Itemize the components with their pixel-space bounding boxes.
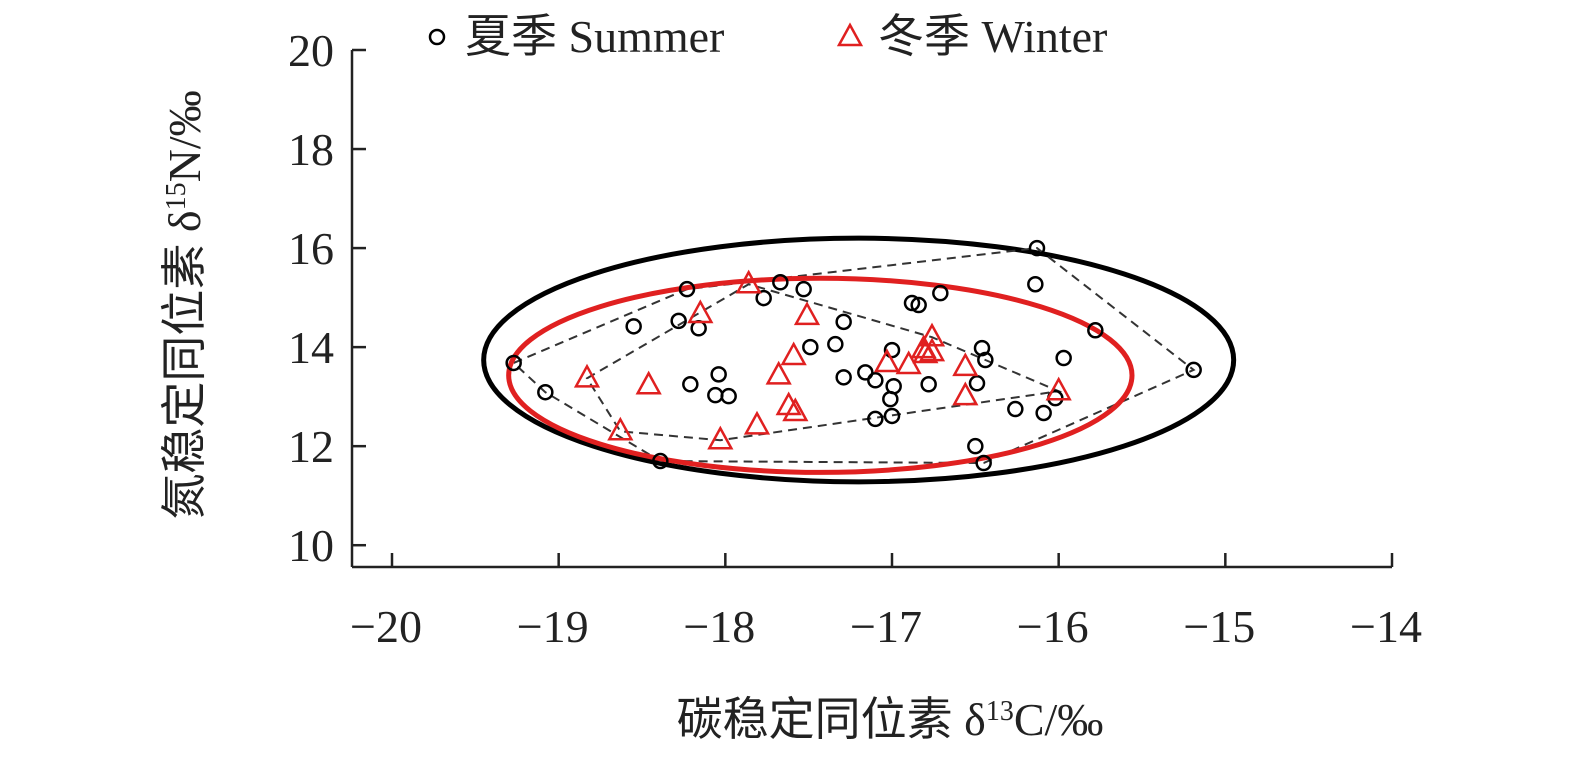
y-tick-label: 16 xyxy=(288,223,334,274)
y-tick-label: 14 xyxy=(288,322,334,373)
x-tick-label: −14 xyxy=(1350,601,1422,652)
point xyxy=(952,381,979,406)
point xyxy=(687,299,714,324)
point xyxy=(910,296,927,314)
ellipse xyxy=(481,235,1237,485)
label-part: 氮稳定同位素 δ xyxy=(159,210,210,519)
x-tick-label: −18 xyxy=(683,601,755,652)
point xyxy=(1035,404,1052,422)
point xyxy=(707,386,724,404)
point xyxy=(720,387,737,405)
point xyxy=(505,354,522,372)
y-tick-label: 12 xyxy=(288,421,334,472)
point xyxy=(795,280,812,298)
point xyxy=(920,376,937,393)
x-tick-label: −17 xyxy=(850,601,922,652)
label-part: C/‰ xyxy=(1014,694,1103,745)
point xyxy=(707,425,734,450)
point xyxy=(772,274,789,291)
point xyxy=(967,437,984,455)
point xyxy=(977,351,994,369)
hull xyxy=(585,283,1063,442)
legend-marker xyxy=(836,22,864,47)
point xyxy=(537,383,554,401)
legend-marker xyxy=(428,28,446,46)
point xyxy=(682,376,699,393)
point xyxy=(690,320,707,337)
superscript: 13 xyxy=(986,696,1014,727)
point xyxy=(912,339,939,364)
point xyxy=(932,284,949,302)
point xyxy=(710,366,727,383)
point xyxy=(883,407,901,425)
legend-label: 夏季 Summer xyxy=(465,11,724,62)
point xyxy=(918,337,946,362)
point xyxy=(1028,239,1046,257)
point xyxy=(867,410,884,428)
point xyxy=(652,452,669,470)
point xyxy=(670,312,687,330)
point xyxy=(765,360,792,385)
point xyxy=(827,335,844,353)
point xyxy=(857,364,874,381)
point xyxy=(802,338,819,356)
x-tick-label: −15 xyxy=(1183,601,1255,652)
point xyxy=(1045,376,1072,401)
point xyxy=(635,370,662,395)
point xyxy=(952,352,979,377)
superscript: 15 xyxy=(161,182,192,210)
point xyxy=(1055,349,1072,367)
point xyxy=(735,269,762,294)
point xyxy=(1007,400,1024,418)
point xyxy=(1185,361,1202,379)
point xyxy=(882,390,899,408)
point xyxy=(903,294,921,312)
x-tick-label: −20 xyxy=(350,601,422,652)
point xyxy=(793,301,821,326)
point xyxy=(678,280,696,298)
x-tick-label: −19 xyxy=(517,601,589,652)
point xyxy=(873,348,901,373)
legend-label: 冬季 Winter xyxy=(878,11,1107,62)
point xyxy=(835,369,852,386)
x-tick-label: −16 xyxy=(1017,601,1089,652)
point xyxy=(1087,322,1104,339)
point xyxy=(883,341,901,359)
point xyxy=(968,375,986,392)
x-axis-title: 碳稳定同位素 δ13C/‰ xyxy=(677,694,1104,745)
label-part: N/‰ xyxy=(159,90,210,182)
y-tick-label: 18 xyxy=(288,124,334,175)
y-tick-label: 10 xyxy=(288,520,334,571)
point xyxy=(1027,275,1044,293)
ellipse xyxy=(506,275,1135,475)
point xyxy=(782,397,809,422)
point xyxy=(918,322,946,347)
point xyxy=(867,372,884,389)
point xyxy=(835,313,852,331)
y-tick-label: 20 xyxy=(288,25,334,76)
point xyxy=(975,454,992,472)
point xyxy=(607,416,634,441)
point xyxy=(780,341,807,366)
label-part: 碳稳定同位素 δ xyxy=(677,694,986,745)
point xyxy=(755,289,772,307)
y-axis-title: 氮稳定同位素 δ15N/‰ xyxy=(159,90,210,519)
point xyxy=(625,318,642,335)
point xyxy=(743,410,771,435)
point xyxy=(573,363,601,388)
